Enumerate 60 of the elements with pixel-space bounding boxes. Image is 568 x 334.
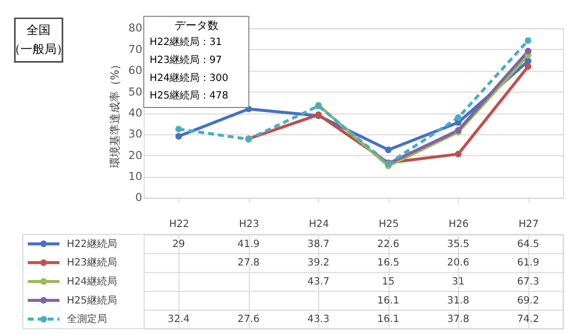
- data-label: 15: [382, 276, 395, 288]
- y-tick-label: 50: [128, 85, 142, 98]
- y-tick-label: 30: [128, 128, 142, 141]
- data-label: 16.1: [377, 295, 400, 306]
- legend-label: H24継続局: [66, 275, 117, 288]
- data-label: 27.6: [238, 314, 260, 326]
- x-tick-label: H22: [169, 218, 190, 230]
- legend-label: H22継続局: [66, 238, 117, 250]
- legend-label: 全測定局: [66, 313, 107, 326]
- data-label: 64.5: [517, 238, 540, 250]
- annotation: データ数: [174, 19, 218, 32]
- data-label: 32.4: [168, 314, 190, 326]
- data-label: 16.1: [377, 314, 400, 326]
- data-label: 31: [452, 276, 465, 288]
- point: [524, 48, 532, 54]
- y-tick-label: 80: [128, 22, 142, 35]
- legend-label: H23継続局: [66, 256, 117, 269]
- data-label: 41.9: [238, 238, 260, 250]
- y-tick-label: 60: [128, 64, 142, 78]
- y-tick-label: 40: [128, 106, 142, 120]
- y-tick-label: 20: [128, 148, 142, 162]
- data-label: 38.7: [307, 238, 330, 250]
- annotation: H23継続局 : 97: [150, 54, 222, 66]
- text: （一般局）: [8, 42, 69, 56]
- y-tick-label: 10: [128, 170, 142, 184]
- point: [385, 146, 392, 154]
- data-label: 67.3: [517, 276, 540, 288]
- y-tick-label: 0: [135, 191, 142, 204]
- x-tick-label: H26: [448, 218, 469, 230]
- annotation: H24継続局 : 300: [150, 72, 228, 84]
- x-tick-label: H25: [378, 218, 399, 230]
- y-tick-label: 70: [128, 42, 142, 56]
- data-label: 27.8: [238, 258, 260, 269]
- y-axis-title: 環境基準達成率（%）: [108, 58, 122, 168]
- point: [454, 150, 462, 158]
- data-label: 29: [172, 238, 185, 250]
- data-label: 35.5: [447, 238, 470, 250]
- data-label: 37.8: [447, 314, 470, 326]
- x-tick-label: H23: [239, 218, 260, 230]
- text: 全国: [26, 23, 51, 38]
- point: [524, 37, 532, 44]
- data-label: 39.2: [307, 258, 330, 269]
- x-tick-label: H24: [308, 218, 329, 230]
- data-label: 16.5: [377, 258, 400, 269]
- data-label: 20.6: [447, 258, 470, 269]
- point: [524, 63, 532, 70]
- data-label: 43.7: [307, 276, 330, 288]
- data-label: 31.8: [447, 295, 470, 306]
- x-tick-label: H27: [518, 218, 539, 230]
- point: [175, 132, 182, 140]
- annotation: H22継続局 : 31: [150, 36, 222, 48]
- data-label: 61.9: [517, 258, 540, 269]
- annotation: H25継続局 : 478: [150, 90, 228, 102]
- data-label: 74.2: [517, 314, 540, 326]
- point: [454, 114, 462, 121]
- data-label: 22.6: [377, 238, 400, 250]
- data-label: 43.3: [307, 314, 330, 326]
- data-label: 69.2: [517, 295, 540, 306]
- point: [175, 126, 182, 132]
- legend-label: H25継続局: [66, 294, 117, 306]
